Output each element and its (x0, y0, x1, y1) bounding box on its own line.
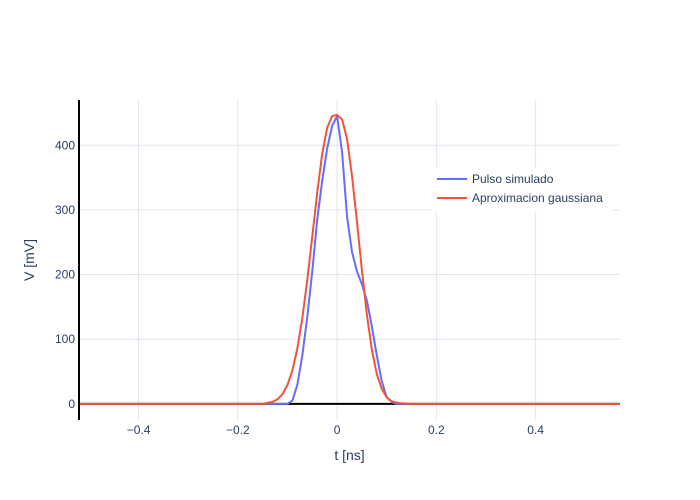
legend-item[interactable]: Aproximacion gaussiana (437, 191, 603, 205)
legend-label: Aproximacion gaussiana (472, 191, 603, 205)
y-tick-label: 0 (68, 397, 75, 411)
x-tick-label: −0.2 (226, 423, 250, 437)
tick-labels: −0.4 −0.2 0 0.2 0.4 0 100 200 300 400 (55, 138, 544, 437)
x-axis-title: t [ns] (334, 447, 364, 463)
legend-item[interactable]: Pulso simulado (437, 172, 554, 186)
legend-background (432, 168, 612, 212)
series-lines (79, 113, 620, 405)
series-line (79, 115, 620, 405)
legend-label: Pulso simulado (472, 172, 554, 186)
y-tick-label: 300 (55, 203, 75, 217)
y-tick-label: 400 (55, 138, 75, 152)
x-tick-label: −0.4 (127, 423, 151, 437)
x-tick-label: 0 (334, 423, 341, 437)
y-axis-title: V [mV] (21, 239, 37, 281)
y-tick-label: 200 (55, 268, 75, 282)
legend[interactable]: Pulso simulado Aproximacion gaussiana (432, 168, 612, 212)
x-tick-label: 0.2 (428, 423, 445, 437)
x-tick-label: 0.4 (527, 423, 544, 437)
y-tick-label: 100 (55, 332, 75, 346)
series-line (79, 113, 620, 405)
grid (79, 100, 620, 420)
